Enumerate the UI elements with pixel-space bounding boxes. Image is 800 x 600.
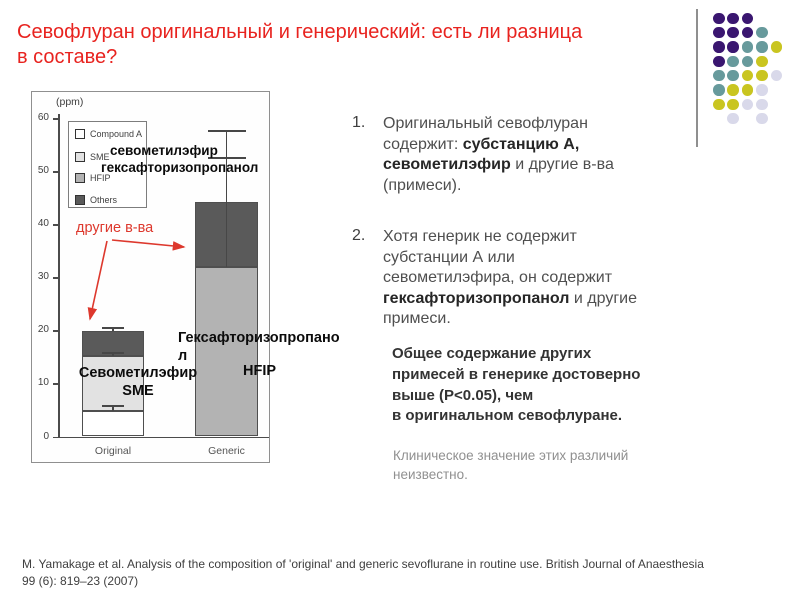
list-item-1: Оригинальный севофлуран содержит: субста… (383, 114, 668, 196)
legend-swatch-compound-a (75, 129, 85, 139)
label-hexafluoroisopropanol-ru: гексафторизопропанол (101, 160, 259, 175)
legend-label-compound-a: Compound A (90, 129, 143, 139)
decor-dot (741, 55, 754, 68)
decor-dot (713, 12, 725, 24)
legend-swatch-hfip (75, 173, 85, 183)
text-run: и другие в-ва (примеси). (383, 156, 614, 194)
error-cap (207, 129, 246, 132)
y-tick-label: 30 (37, 271, 49, 283)
bar-generic-segment-hfip (195, 266, 258, 437)
decor-dot (756, 84, 768, 96)
decor-dot (713, 69, 725, 82)
decor-dot (727, 98, 739, 111)
bar-original-segment-compound-a (82, 411, 144, 437)
decor-dot (727, 69, 739, 82)
decor-dot (756, 41, 768, 53)
decor-dot (756, 112, 768, 125)
x-axis-line (58, 436, 269, 438)
error-stub (225, 157, 228, 267)
citation: M. Yamakage et al. Analysis of the compo… (22, 557, 704, 588)
text-run: и другие примеси. (383, 289, 638, 328)
y-tick-label: 20 (37, 324, 49, 336)
decor-dot (741, 69, 754, 82)
y-tick (53, 224, 58, 226)
bold-run: гексафторизопропанол (383, 289, 570, 307)
legend-label-others: Others (90, 195, 118, 205)
x-category-label-generic: Generic (208, 444, 245, 457)
list-number-2: 2. (352, 227, 366, 244)
label-hexafluoroisopropanol-wrapped: Гексафторизопропано л (178, 330, 340, 364)
error-cap (102, 351, 124, 354)
y-tick (53, 277, 58, 279)
decor-dot (727, 41, 739, 53)
list-item-2: Хотя генерик не содержит субстанции А ил… (383, 227, 668, 330)
decor-dot (756, 55, 768, 68)
y-tick-label: 0 (43, 430, 49, 442)
label-hfip-abbr: HFIP (243, 363, 277, 379)
error-stub (112, 404, 114, 412)
decor-dot (713, 26, 725, 39)
x-category-label-original: Original (94, 444, 132, 457)
decor-dot (727, 12, 739, 24)
text-run: Оригинальный севофлуран содержит: (383, 115, 588, 153)
label-sevomethyl-ether-ru: севометилэфир (110, 143, 218, 158)
decor-dot (741, 26, 754, 39)
y-axis-line (58, 114, 60, 438)
error-cap (102, 326, 124, 329)
decor-dot (727, 112, 739, 125)
decor-dot (756, 98, 768, 111)
decor-dot (741, 98, 754, 111)
y-tick-label: 10 (37, 377, 49, 389)
decor-dot (741, 41, 754, 53)
decor-dot (713, 84, 725, 96)
label-other-substances-ru: другие в-ва (76, 220, 154, 236)
legend-label-hfip: HFIP (90, 173, 111, 183)
y-tick-label: 40 (37, 218, 49, 230)
decor-dot (756, 26, 768, 39)
y-tick (53, 330, 58, 332)
text-run: Хотя генерик не содержит субстанции А ил… (383, 228, 613, 286)
decor-dot (756, 69, 768, 82)
legend-label-sme: SME (90, 152, 110, 162)
label-sevomethyl-sme: Севометилэфир SME (78, 365, 198, 399)
decor-dot (713, 55, 725, 68)
y-axis-unit-label: (ppm) (56, 96, 84, 108)
decor-dot (741, 12, 754, 24)
y-tick-label: 50 (37, 165, 49, 177)
decor-dot (713, 41, 725, 53)
decor-dot (727, 26, 739, 39)
list-number-1: 1. (352, 114, 366, 131)
decor-dot (770, 69, 783, 82)
legend-swatch-sme (75, 152, 85, 162)
error-stub (112, 326, 114, 332)
y-tick-label: 60 (37, 112, 49, 124)
decor-dot (713, 98, 725, 111)
decor-vertical-line (696, 9, 698, 147)
y-tick (53, 118, 58, 120)
y-tick (53, 383, 58, 385)
chart-legend: Compound A SME HFIP Others (68, 121, 147, 208)
error-stub (225, 129, 228, 202)
y-tick (53, 171, 58, 173)
decor-dot (727, 84, 739, 96)
composition-bar-chart: (ppm) 0 10 20 30 40 50 60 Original Generic Compoun… (31, 91, 270, 463)
decor-dot (770, 41, 783, 53)
note-paragraph: Клиническое значение этих различий неизв… (393, 448, 629, 482)
error-stub (112, 351, 114, 357)
error-cap (102, 404, 124, 407)
emphasis-paragraph: Общее содержание других примесей в генер… (392, 345, 641, 425)
legend-swatch-others (75, 195, 85, 205)
bar-original-segment-sme (82, 356, 144, 412)
y-tick (53, 436, 58, 438)
bold-run: субстанцию А, севометилэфир (383, 135, 580, 174)
slide-title: Севофлуран оригинальный и генерический: … (17, 21, 583, 68)
decor-dot (741, 84, 754, 96)
decor-dot (727, 55, 739, 68)
